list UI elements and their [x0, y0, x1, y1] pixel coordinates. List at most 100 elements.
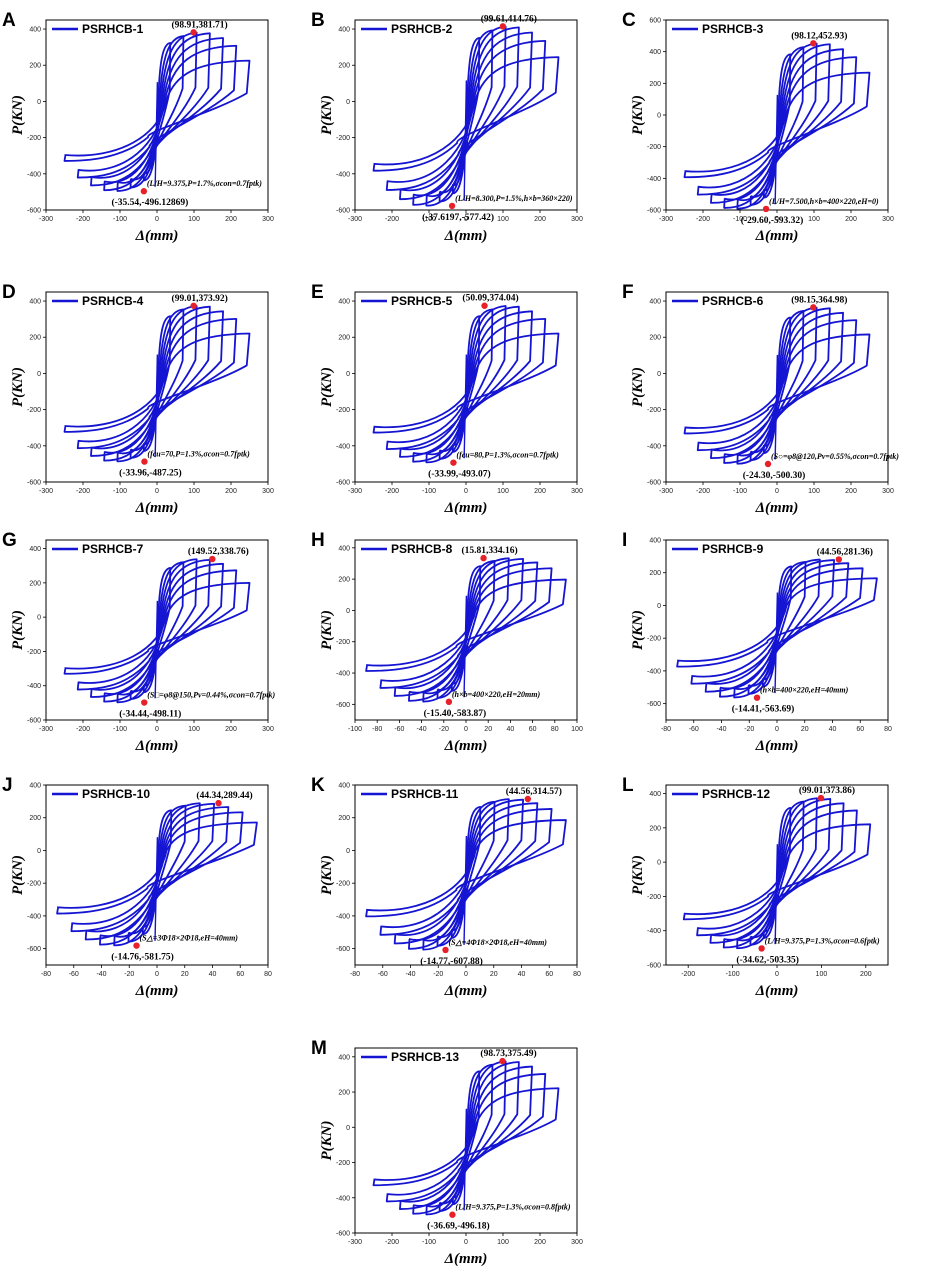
x-tick-label: -60 [378, 971, 388, 978]
hysteresis-loop [76, 569, 238, 691]
x-tick-label: -200 [385, 488, 399, 495]
y-tick-label: 0 [346, 371, 350, 378]
y-tick-label: -400 [647, 668, 661, 675]
hysteresis-loop [676, 577, 878, 668]
trough-marker [445, 698, 453, 706]
x-tick-label: 40 [518, 971, 526, 978]
y-tick-label: 400 [649, 538, 661, 545]
y-tick-label: 200 [29, 815, 41, 822]
trough-marker [141, 458, 148, 465]
trough-label: (-36.69,-496.18) [427, 1221, 490, 1232]
y-tick-label: 400 [338, 783, 350, 790]
parameter-label: (h×b=400×220,eH=20mm) [452, 690, 541, 699]
elastic-spike [774, 354, 779, 460]
panel-letter: M [311, 1038, 327, 1059]
panel-letter: H [311, 530, 325, 551]
y-tick-label: -600 [27, 208, 41, 215]
y-tick-label: 200 [338, 577, 350, 584]
parameter-label: (S○=φ8@120,Pv=0.55%,σcon=0.7fptk) [771, 452, 899, 461]
y-tick-label: -200 [27, 135, 41, 142]
peak-marker [835, 556, 843, 563]
legend-label: PSRHCB-9 [702, 542, 764, 556]
parameter-label: (S□=φ8@150,Pv=0.44%,σcon=0.7fptk) [147, 691, 275, 700]
peak-label: (98.15,364.98) [791, 294, 847, 305]
panel-letter: F [622, 282, 634, 303]
legend-label: PSRHCB-8 [391, 542, 453, 556]
peak-label: (15.81,334.16) [461, 545, 517, 556]
y-axis-label: P(KN) [10, 367, 26, 407]
y-axis-label: P(KN) [630, 610, 646, 650]
y-axis-label: P(KN) [10, 855, 26, 895]
legend-label: PSRHCB-10 [82, 787, 150, 801]
peak-marker [499, 1057, 506, 1065]
trough-marker [753, 694, 761, 701]
parameter-label: (S△=4Φ18×2Φ18,eH=40mm) [449, 938, 548, 947]
y-tick-label: -200 [27, 407, 41, 414]
x-tick-label: 80 [884, 726, 892, 733]
x-tick-label: -40 [417, 726, 427, 733]
trough-marker [141, 699, 148, 706]
peak-marker [190, 302, 197, 309]
hysteresis-loop [372, 332, 560, 434]
peak-label: (98.12,452.93) [791, 30, 847, 41]
x-axis-label: Δ(mm) [755, 983, 799, 999]
y-tick-label: -400 [647, 928, 661, 935]
hysteresis-loop [682, 823, 872, 921]
x-tick-label: -200 [696, 488, 710, 495]
x-tick-label: 300 [262, 726, 274, 733]
y-tick-label: -200 [336, 1160, 350, 1167]
y-tick-label: -400 [27, 913, 41, 920]
legend-label: PSRHCB-12 [702, 787, 770, 801]
y-tick-label: -600 [27, 946, 41, 953]
hysteresis-loop [379, 808, 553, 936]
y-tick-label: -600 [647, 963, 661, 970]
peak-label: (99.01,373.86) [799, 785, 855, 796]
y-axis-label: P(KN) [10, 95, 26, 135]
hysteresis-loop [372, 1087, 560, 1187]
y-tick-label: 0 [657, 113, 661, 120]
y-tick-label: 200 [338, 63, 350, 70]
x-tick-label: 100 [497, 216, 509, 223]
trough-marker [448, 202, 456, 210]
elastic-spike [463, 80, 468, 201]
y-axis-label: P(KN) [319, 95, 335, 135]
hysteresis-loop [696, 809, 858, 937]
y-tick-label: -400 [27, 171, 41, 178]
peak-label: (98.91,381.71) [171, 19, 227, 30]
panel-k: K-80 -60 -40 -20 0 20 40 60 80-600-400-200020040… [311, 775, 581, 999]
y-tick-label: -200 [647, 636, 661, 643]
y-tick-label: 200 [649, 335, 661, 342]
parameter-label: (L/H=7.500,h×b=400×220,eH=0) [769, 197, 879, 206]
y-tick-label: 400 [649, 299, 661, 306]
trough-marker [758, 945, 765, 952]
y-tick-label: 600 [649, 18, 661, 25]
x-axis-label: Δ(mm) [444, 228, 488, 244]
x-tick-label: -20 [744, 726, 754, 733]
x-tick-label: 80 [551, 726, 559, 733]
x-tick-label: 100 [497, 488, 509, 495]
x-tick-label: 100 [188, 216, 200, 223]
y-tick-label: -400 [647, 176, 661, 183]
trough-label: (-33.99,-493.07) [428, 469, 491, 480]
x-tick-label: 20 [484, 726, 492, 733]
y-tick-label: -400 [336, 671, 350, 678]
y-tick-label: 400 [338, 27, 350, 34]
x-axis-label: Δ(mm) [135, 228, 179, 244]
x-tick-label: 80 [264, 971, 272, 978]
elastic-spike [463, 595, 468, 698]
y-tick-label: 200 [29, 580, 41, 587]
x-tick-label: 300 [882, 216, 894, 223]
elastic-spike [774, 94, 779, 205]
elastic-spike [154, 82, 159, 187]
x-tick-label: 200 [845, 488, 857, 495]
x-tick-label: 20 [490, 971, 498, 978]
x-tick-label: 200 [845, 216, 857, 223]
y-tick-label: 200 [649, 81, 661, 88]
x-tick-label: -100 [422, 488, 436, 495]
y-tick-label: 400 [649, 791, 661, 798]
x-tick-label: 100 [188, 488, 200, 495]
panel-b: B -300 -200 -100 0 100 200 300 -600 -400 -200 0 200 4… [311, 10, 583, 244]
y-tick-label: 0 [37, 848, 41, 855]
elastic-spike [154, 354, 159, 458]
